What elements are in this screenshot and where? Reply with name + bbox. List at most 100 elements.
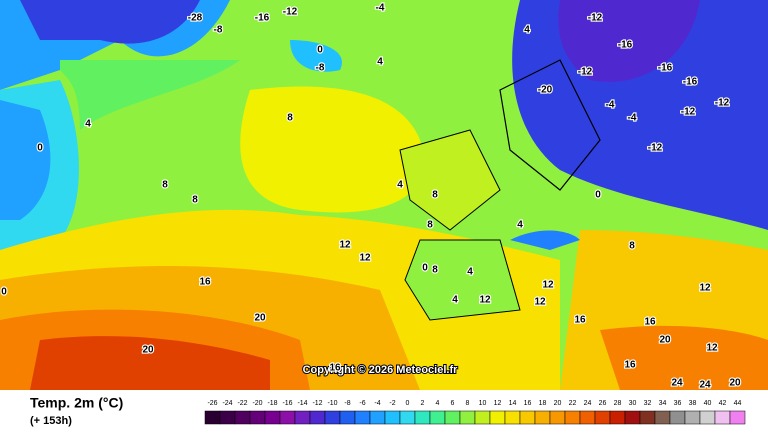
color-cell [654, 410, 671, 425]
colorbar-tick-label: 38 [689, 400, 697, 407]
contour-label: 4 [452, 295, 458, 306]
contour-label: 16 [329, 363, 341, 374]
color-cell [369, 410, 386, 425]
color-cell [639, 410, 656, 425]
colorbar-tick-label: 12 [494, 400, 502, 407]
contour-label: -12 [681, 107, 696, 118]
contour-label: 16 [199, 277, 211, 288]
color-cell [279, 410, 296, 425]
contour-label: 8 [192, 195, 198, 206]
color-cell [594, 410, 611, 425]
colorbar-tick-label: -4 [374, 400, 380, 407]
contour-label: 8 [629, 241, 635, 252]
color-cell [294, 410, 311, 425]
colorbar-tick-label: 0 [406, 400, 410, 407]
color-cell [564, 410, 581, 425]
colorbar-tick-label: 20 [554, 400, 562, 407]
colorbar-tick-label: -18 [267, 400, 277, 407]
color-cell [669, 410, 686, 425]
colorbar-tick-label: 36 [674, 400, 682, 407]
contour-label: 12 [359, 253, 371, 264]
contour-label: 4 [397, 180, 403, 191]
contour-label: 12 [479, 295, 491, 306]
color-cell [729, 410, 746, 425]
color-cell [399, 410, 416, 425]
colorbar-tick-label: 30 [629, 400, 637, 407]
color-cell [234, 410, 251, 425]
contour-label: 12 [699, 283, 711, 294]
contour-label: 0 [317, 45, 323, 56]
contour-label: 20 [142, 345, 154, 356]
copyright: Copyright © 2026 Meteociel.fr [303, 364, 459, 376]
contour-label: -16 [658, 63, 673, 74]
colorbar-tick-label: 42 [719, 400, 727, 407]
colorbar-tick-label: -20 [252, 400, 262, 407]
color-cell [354, 410, 371, 425]
color-cell [384, 410, 401, 425]
title: Temp. 2m (°C) [30, 395, 123, 411]
colorbar-tick-label: 40 [704, 400, 712, 407]
colorbar-tick-label: 10 [479, 400, 487, 407]
contour-label: -16 [618, 40, 633, 51]
contour-label: 12 [534, 297, 546, 308]
color-cell [684, 410, 701, 425]
colorbar-tick-label: 18 [539, 400, 547, 407]
contour-label: 4 [517, 220, 523, 231]
colorbar-tick-label: 4 [436, 400, 440, 407]
colorbar-tick-label: -22 [237, 400, 247, 407]
contour-label: 8 [432, 265, 438, 276]
contour-label: 16 [644, 317, 656, 328]
contour-label: -8 [214, 25, 223, 36]
color-cell [429, 410, 446, 425]
color-cell [219, 410, 236, 425]
map [0, 0, 768, 390]
contour-label: -12 [578, 67, 593, 78]
colorbar-tick-label: -14 [297, 400, 307, 407]
contour-label: 20 [254, 313, 266, 324]
colorbar-tick-label: 34 [659, 400, 667, 407]
colorbar-tick-label: 8 [466, 400, 470, 407]
color-cell [309, 410, 326, 425]
colorbar-tick-label: 2 [421, 400, 425, 407]
contour-label: -8 [316, 63, 325, 74]
colorbar-tick-label: -24 [222, 400, 232, 407]
contour-label: 24 [671, 378, 683, 389]
contour-label: 0 [1, 287, 7, 298]
contour-label: 4 [467, 267, 473, 278]
colorbar-tick-label: 44 [734, 400, 742, 407]
color-cell [249, 410, 266, 425]
color-cell [549, 410, 566, 425]
contour-label: -4 [628, 113, 637, 124]
contour-label: 0 [37, 143, 43, 154]
contour-label: 8 [432, 190, 438, 201]
contour-label: -12 [648, 143, 663, 154]
colorbar-tick-label: 16 [524, 400, 532, 407]
colorbar-tick-label: -12 [312, 400, 322, 407]
contour-label: -12 [283, 7, 298, 18]
color-cell [204, 410, 221, 425]
colorbar-tick-label: 28 [614, 400, 622, 407]
colorbar-tick-label: 22 [569, 400, 577, 407]
contour-label: 8 [427, 220, 433, 231]
colorbar-tick-label: 26 [599, 400, 607, 407]
contour-label: 4 [377, 57, 383, 68]
contour-label: 20 [729, 378, 741, 389]
contour-label: 20 [659, 335, 671, 346]
contour-label: -20 [538, 85, 553, 96]
contour-label: 16 [624, 360, 636, 371]
colorbar: -26 -24 -22 -20 -18 -16 -14 -12 -10 -8 -6 -4 -2 0 2 4 6 8… [204, 400, 746, 425]
contour-label: 8 [162, 180, 168, 191]
subtitle: (+ 153h) [30, 415, 72, 427]
colorbar-tick-label: -10 [327, 400, 337, 407]
contour-label: 12 [339, 240, 351, 251]
contour-label: -4 [376, 3, 385, 14]
contour-label: 24 [699, 380, 711, 391]
color-cell [609, 410, 626, 425]
colorbar-tick-label: 24 [584, 400, 592, 407]
colorbar-tick-label: -6 [359, 400, 365, 407]
colorbar-tick-label: 6 [451, 400, 455, 407]
colorbar-tick-label: -8 [344, 400, 350, 407]
contour-label: -16 [683, 77, 698, 88]
